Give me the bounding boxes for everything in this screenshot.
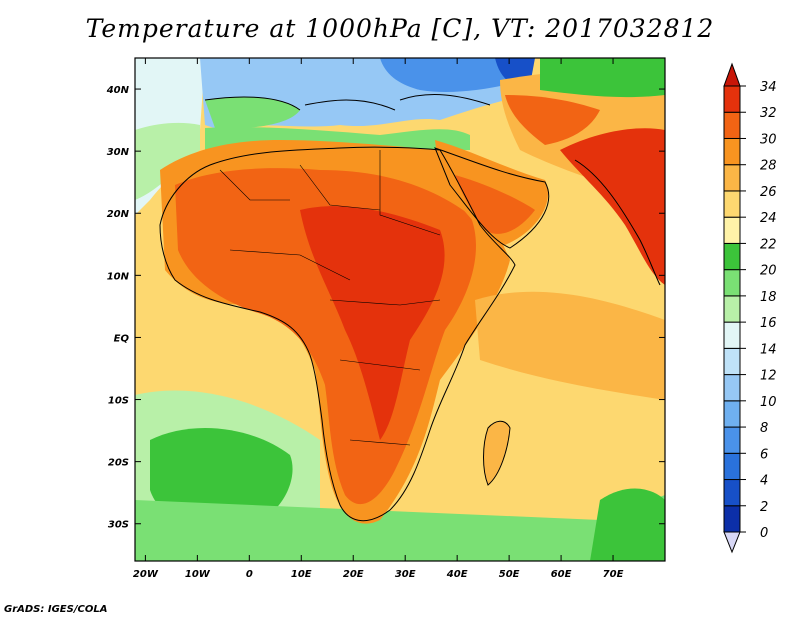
- arabia-hot: [455, 175, 535, 234]
- lat-tick-label: 20S: [108, 458, 129, 469]
- lon-tick-label: 30E: [395, 569, 416, 580]
- lat-tick-label: 40N: [106, 85, 130, 96]
- madagascar: [483, 421, 510, 485]
- colorbar-label: 14: [760, 342, 777, 357]
- colorbar-segment: [723, 164, 741, 192]
- lat-tick-label: 30N: [107, 147, 130, 158]
- iberia-green: [205, 97, 300, 129]
- grads-credit: GrADS: IGES/COLA: [4, 604, 108, 615]
- colorbar-label: 22: [760, 237, 777, 252]
- lon-tick-label: 50E: [499, 569, 520, 580]
- colorbar-segment: [723, 400, 741, 428]
- lat-tick-label: 10N: [107, 271, 130, 282]
- lon-tick-label: 60E: [551, 569, 572, 580]
- lon-tick-label: 70E: [603, 569, 624, 580]
- colorbar-label: 20: [760, 264, 777, 279]
- madagascar-coastline: [483, 420, 511, 486]
- colorbar-segment: [723, 85, 741, 113]
- africa-coastline: [159, 146, 516, 522]
- colorbar-segment: [723, 479, 741, 507]
- colorbar-label: 10: [760, 395, 777, 410]
- lon-tick-label: 10E: [291, 569, 312, 580]
- canary-current: [135, 122, 200, 200]
- central-asia-green: [540, 58, 665, 98]
- lon-tick-label: 10W: [185, 569, 211, 580]
- colorbar-segment: [723, 137, 741, 166]
- plot-frame: [134, 57, 666, 562]
- lon-tick-label: 20E: [343, 569, 364, 580]
- europe-coastline: [204, 94, 491, 111]
- colorbar-segment: [723, 347, 741, 376]
- colorbar-segment: [723, 242, 741, 271]
- colorbar-over-arrow: [723, 62, 741, 87]
- colorbar-segment: [723, 295, 741, 323]
- colorbar-segment: [723, 269, 741, 297]
- lat-tick-label: EQ: [114, 333, 130, 344]
- lon-tick-label: 0: [246, 569, 253, 580]
- colorbar-label: 32: [760, 106, 777, 121]
- axis-labels: 20W 10W 0 10E 20E 30E 40E 50E 60E 70E 40N 30N 20N 10N…: [106, 85, 624, 580]
- lon-tick-label: 40E: [446, 569, 468, 580]
- colorbar-segment: [723, 374, 741, 402]
- colorbar-label: 34: [760, 80, 777, 95]
- indian-ocean-warm: [475, 291, 665, 400]
- southern-ocean-green: [135, 495, 665, 561]
- colorbar-label: 26: [760, 185, 777, 200]
- lat-tick-label: 10S: [108, 396, 129, 407]
- colorbar-label: 12: [760, 369, 777, 384]
- colorbar-label: 2: [760, 500, 768, 515]
- colorbar-under-arrow: [723, 531, 741, 554]
- lat-tick-label: 30S: [108, 520, 129, 531]
- colorbar-label: 18: [760, 290, 777, 305]
- lat-tick-label: 20N: [107, 209, 130, 220]
- map-outlines: [159, 94, 661, 522]
- colorbar-segment: [723, 111, 741, 139]
- africa-hottest: [300, 206, 445, 440]
- iran-warm: [505, 95, 600, 145]
- colorbar-segment: [723, 505, 741, 533]
- lon-tick-label: 20W: [133, 569, 159, 580]
- colorbar-label: 28: [760, 159, 777, 174]
- country-borders: [219, 150, 441, 446]
- colorbar-segment: [723, 190, 741, 218]
- colorbar-label: 16: [760, 316, 777, 331]
- arabia-coastline: [434, 147, 550, 249]
- india-coastline: [574, 159, 661, 286]
- colorbar-label: 0: [760, 526, 768, 541]
- colorbar-label: 30: [760, 132, 777, 147]
- axis-ticks: [135, 58, 665, 561]
- europe-cold: [380, 58, 530, 92]
- colorbar-label: 24: [760, 211, 777, 226]
- colorbar-segment: [723, 426, 741, 454]
- colorbar-segment: [723, 216, 741, 244]
- map-title: Temperature at 1000hPa [C], VT: 20170328…: [85, 14, 715, 43]
- colorbar-label: 4: [760, 474, 768, 489]
- colorbar-label: 8: [760, 421, 768, 436]
- colorbar-segment: [723, 452, 741, 481]
- colorbar-segment: [723, 321, 741, 349]
- map-plot-area: [135, 58, 665, 561]
- southern-indian-green: [590, 488, 665, 561]
- colorbar-label: 6: [760, 447, 768, 462]
